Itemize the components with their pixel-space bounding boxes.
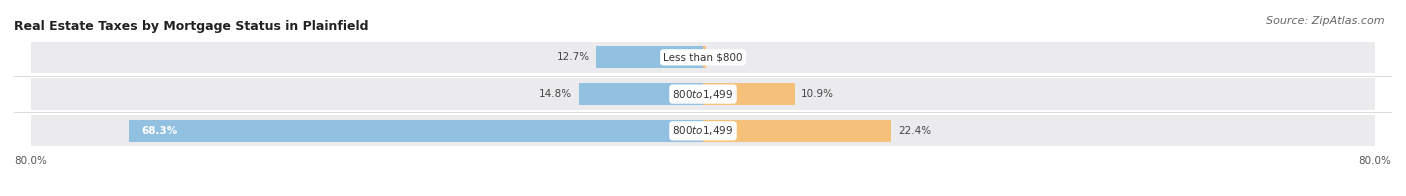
Text: Real Estate Taxes by Mortgage Status in Plainfield: Real Estate Taxes by Mortgage Status in … (14, 20, 368, 33)
Bar (129, 120, 703, 142)
Text: 22.4%: 22.4% (898, 126, 931, 136)
Bar (31, 42, 1375, 73)
Text: $800 to $1,499: $800 to $1,499 (672, 88, 734, 101)
Bar (703, 46, 706, 68)
Bar (579, 83, 703, 105)
Text: Source: ZipAtlas.com: Source: ZipAtlas.com (1267, 16, 1385, 26)
Bar (31, 78, 1375, 110)
Text: 14.8%: 14.8% (538, 89, 572, 99)
Bar (703, 120, 891, 142)
Text: Less than $800: Less than $800 (664, 52, 742, 62)
Text: 0.37%: 0.37% (713, 52, 745, 62)
Bar (703, 83, 794, 105)
Text: 68.3%: 68.3% (142, 126, 179, 136)
Text: 12.7%: 12.7% (557, 52, 589, 62)
Bar (596, 46, 703, 68)
Text: $800 to $1,499: $800 to $1,499 (672, 124, 734, 137)
Text: 10.9%: 10.9% (801, 89, 834, 99)
Bar (31, 115, 1375, 146)
